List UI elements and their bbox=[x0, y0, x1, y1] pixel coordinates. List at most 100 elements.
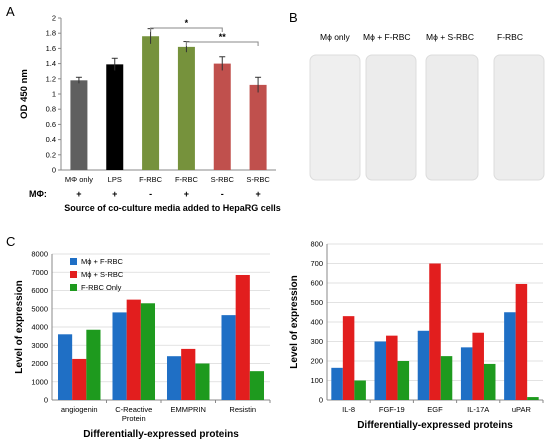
bar bbox=[483, 363, 496, 400]
y-tick-label: 200 bbox=[310, 357, 323, 366]
membrane-mphi-srbc bbox=[425, 54, 479, 181]
membrane-label-mphi-only: Mϕ only bbox=[320, 32, 351, 42]
bar bbox=[472, 332, 484, 400]
y-tick-label: 7000 bbox=[31, 268, 48, 277]
bar bbox=[374, 341, 387, 400]
bar bbox=[417, 330, 430, 400]
y-tick-label: 800 bbox=[310, 240, 323, 249]
y-tick-label: 0.4 bbox=[46, 135, 56, 144]
y-tick-label: 3000 bbox=[31, 341, 48, 350]
y-tick-label: 8000 bbox=[31, 250, 48, 259]
y-tick-label: 1.4 bbox=[46, 59, 56, 68]
panel-label-a: A bbox=[6, 4, 15, 19]
x-axis-label: Source of co-culture media added to Hepa… bbox=[64, 203, 281, 213]
y-tick-label: 0 bbox=[319, 396, 323, 405]
legend-swatch bbox=[70, 258, 77, 265]
y-tick-label: 0 bbox=[52, 166, 56, 175]
bar bbox=[460, 347, 473, 400]
x-tick-label: IL-8 bbox=[342, 405, 355, 414]
y-tick-label: 0.2 bbox=[46, 150, 56, 159]
bar bbox=[249, 371, 265, 400]
y-tick-label: 0.6 bbox=[46, 120, 56, 129]
x-tick-label: F-RBC bbox=[139, 175, 162, 184]
bar bbox=[331, 367, 343, 400]
macrophage-sign: - bbox=[221, 189, 224, 199]
y-tick-label: 400 bbox=[310, 318, 323, 327]
x-tick-label: EMMPRIN bbox=[171, 405, 206, 414]
x-tick-label: C-Reactive bbox=[115, 405, 152, 414]
legend-label: Mϕ + F-RBC bbox=[81, 257, 123, 266]
bar bbox=[213, 63, 231, 170]
legend-label: Mϕ + S-RBC bbox=[81, 270, 124, 279]
bar bbox=[527, 397, 539, 400]
y-axis-label: Level of expression bbox=[289, 275, 300, 368]
bar bbox=[235, 274, 250, 400]
bar bbox=[195, 363, 210, 400]
bar bbox=[106, 64, 124, 170]
membrane-label-mphi-frbc: Mϕ + F-RBC bbox=[363, 32, 411, 42]
significance-bracket bbox=[150, 27, 223, 32]
y-tick-label: 500 bbox=[310, 298, 323, 307]
legend-swatch bbox=[70, 271, 77, 278]
y-tick-label: 100 bbox=[310, 376, 323, 385]
membrane-label-mphi-srbc: Mϕ + S-RBC bbox=[426, 32, 474, 42]
x-axis-label: Differentially-expressed proteins bbox=[83, 429, 239, 440]
bar bbox=[181, 348, 196, 400]
bar bbox=[397, 361, 410, 400]
y-tick-label: 600 bbox=[310, 279, 323, 288]
bar bbox=[70, 80, 88, 170]
y-tick-label: 1000 bbox=[31, 377, 48, 386]
macrophage-sign: + bbox=[184, 189, 189, 199]
bar bbox=[354, 380, 366, 400]
y-tick-label: 2000 bbox=[31, 359, 48, 368]
x-tick-label: Protein bbox=[122, 414, 146, 423]
y-tick-label: 0.8 bbox=[46, 105, 56, 114]
y-axis-label: OD 450 nm bbox=[19, 69, 30, 119]
y-tick-label: 4000 bbox=[31, 323, 48, 332]
x-tick-label: LPS bbox=[108, 175, 122, 184]
x-tick-label: EGF bbox=[427, 405, 443, 414]
macrophage-sign: - bbox=[149, 189, 152, 199]
x-tick-label: Resistin bbox=[229, 405, 256, 414]
panel-label-b: B bbox=[289, 10, 298, 25]
x-tick-label: IL-17A bbox=[467, 405, 489, 414]
bar bbox=[166, 356, 182, 400]
y-tick-label: 1 bbox=[52, 90, 56, 99]
x-tick-label: FGF-19 bbox=[379, 405, 405, 414]
macrophage-sign: + bbox=[76, 189, 81, 199]
y-tick-label: 300 bbox=[310, 337, 323, 346]
chart-c-right: 0 100 200 300 400 500 600 700 800 Level of expres… bbox=[289, 240, 544, 431]
x-tick-label: angiogenin bbox=[61, 405, 98, 414]
membrane-mphi-frbc bbox=[365, 54, 417, 181]
bar bbox=[177, 46, 195, 170]
y-tick-label: 700 bbox=[310, 259, 323, 268]
bar bbox=[504, 312, 516, 400]
y-tick-label: 5000 bbox=[31, 304, 48, 313]
macrophage-row-label: MΦ: bbox=[29, 189, 47, 199]
bar bbox=[515, 283, 528, 400]
x-tick-label: MΦ only bbox=[65, 175, 93, 184]
bar bbox=[342, 316, 355, 400]
y-tick-label: 1.8 bbox=[46, 29, 56, 38]
x-tick-label: S-RBC bbox=[211, 175, 235, 184]
x-tick-label: uPAR bbox=[512, 405, 532, 414]
bar bbox=[142, 36, 160, 170]
chart-c-left: 0 1000 2000 3000 4000 5000 6000 7000 8000 Level o… bbox=[14, 250, 271, 440]
significance-label: ** bbox=[219, 32, 227, 42]
y-axis-label: Level of expression bbox=[14, 280, 25, 373]
legend-swatch bbox=[70, 284, 77, 291]
y-tick-label: 1.6 bbox=[46, 44, 56, 53]
y-tick-label: 6000 bbox=[31, 286, 48, 295]
bar bbox=[249, 84, 267, 170]
legend-label: F-RBC Only bbox=[81, 283, 122, 292]
membrane-array-images bbox=[309, 54, 545, 181]
panel-label-c: C bbox=[6, 234, 15, 249]
y-tick-label: 1.2 bbox=[46, 74, 56, 83]
membrane-label-frbc: F-RBC bbox=[497, 32, 523, 42]
x-tick-label: S-RBC bbox=[246, 175, 270, 184]
macrophage-sign: + bbox=[112, 189, 117, 199]
bar bbox=[86, 329, 101, 400]
bar bbox=[386, 335, 398, 400]
bar bbox=[57, 334, 73, 400]
